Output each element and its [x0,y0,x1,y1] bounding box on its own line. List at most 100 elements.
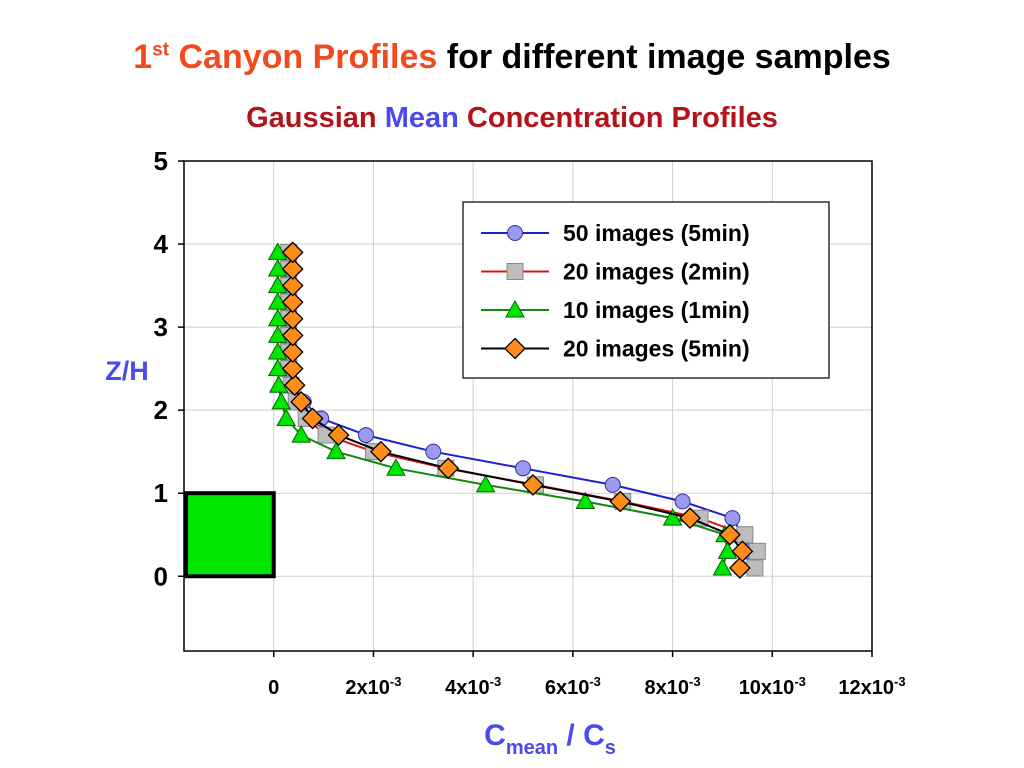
series-3 [267,242,738,576]
x-axis-label-part: s [605,737,616,759]
title-highlight: 1st Canyon Profiles [133,38,437,76]
y-tick-label: 4 [154,229,169,259]
x-tick-label: 0 [268,677,279,699]
series-4 [281,241,754,579]
x-tick-exponent: -3 [689,674,701,689]
x-tick-base: 8x10 [645,677,690,699]
legend-marker [505,299,525,318]
legend-label: 10 images (1min) [563,297,750,323]
data-point [271,391,292,410]
data-point [679,507,701,530]
data-point [281,258,304,280]
x-tick-exponent: -3 [894,674,906,689]
data-point [327,424,350,446]
subtitle-part-c: Concentration Profiles [458,102,778,134]
x-tick-exponent: -3 [490,674,502,689]
x-tick-base: 2x10 [345,677,390,699]
data-point [674,493,691,510]
subtitle-part-a: Gaussian [246,102,385,134]
data-point [326,441,346,460]
data-point [731,540,754,563]
data-point [281,274,304,297]
legend-label: 50 images (5min) [563,220,750,246]
data-point [604,476,621,493]
x-axis-label: Cmean / Cs [484,719,616,759]
x-tick-base: 6x10 [545,677,590,699]
building-block [184,491,276,579]
y-tick-label: 0 [154,561,168,591]
data-point [268,375,289,393]
y-tick-label: 3 [154,312,168,342]
title-ordinal-suffix: st [152,39,170,61]
x-axis-label-part: / C [558,719,605,752]
x-tick-base: 4x10 [445,677,490,699]
y-tick-label: 2 [154,395,168,425]
x-tick-label: 12x10-3 [838,674,905,699]
y-tick-label: 1 [154,478,168,508]
data-point [662,508,683,526]
legend-marker [504,337,526,360]
title-rest-text: for different image samples [437,38,891,76]
x-tick-base: 0 [268,677,279,699]
title-orange-text: Canyon Profiles [169,38,438,76]
data-point [717,541,738,559]
data-point [386,458,406,476]
legend-marker [507,225,523,241]
data-point [281,307,304,330]
data-point [718,523,741,546]
subtitle-part-b: Mean [384,102,459,134]
x-tick-exponent: -3 [794,674,806,689]
x-tick-exponent: -3 [390,674,402,689]
data-point [276,408,297,426]
data-point [712,557,733,576]
x-tick-exponent: -3 [589,674,601,689]
data-point [267,242,288,260]
data-point [425,443,442,460]
data-point [522,473,544,496]
data-point [281,291,304,314]
data-point [267,341,288,360]
x-tick-label: 4x10-3 [445,674,501,699]
data-point [267,308,288,327]
data-point [609,490,632,513]
data-point [281,341,304,363]
x-tick-base: 12x10 [838,677,894,699]
legend-marker [506,263,524,280]
data-point [724,510,741,527]
x-tick-label: 6x10-3 [545,674,601,699]
data-point [267,258,288,277]
data-point [515,460,532,477]
data-point [281,241,304,264]
y-axis-label: Z/H [105,356,149,386]
x-tick-label: 10x10-3 [739,674,806,699]
x-tick-label: 2x10-3 [345,674,401,699]
slide-title: 1st Canyon Profiles for different image … [0,38,1024,77]
plot-frame [183,160,873,652]
title-ordinal: 1 [133,38,153,76]
data-point [728,557,751,579]
slide-subtitle: Gaussian Mean Concentration Profiles [0,102,1024,135]
data-point [290,390,313,413]
data-point [267,292,288,310]
data-point [291,425,312,443]
data-point [267,358,288,377]
data-point [267,325,288,343]
legend-label: 20 images (2min) [563,259,750,285]
data-point [283,374,306,397]
legend: 50 images (5min) 20 images (2min) 10 image… [462,201,830,379]
data-point [281,357,304,380]
data-point [575,491,596,510]
data-point [475,474,496,493]
data-point [437,457,460,480]
legend-label: 20 images (5min) [563,336,750,362]
x-axis-label-part: C [484,719,506,752]
x-tick-base: 10x10 [739,677,795,699]
data-point [281,324,304,347]
x-axis-label-part: mean [506,737,558,759]
x-tick-label: 8x10-3 [645,674,701,699]
data-point [370,440,392,463]
data-point [357,427,374,444]
y-tick-label: 5 [154,146,168,176]
